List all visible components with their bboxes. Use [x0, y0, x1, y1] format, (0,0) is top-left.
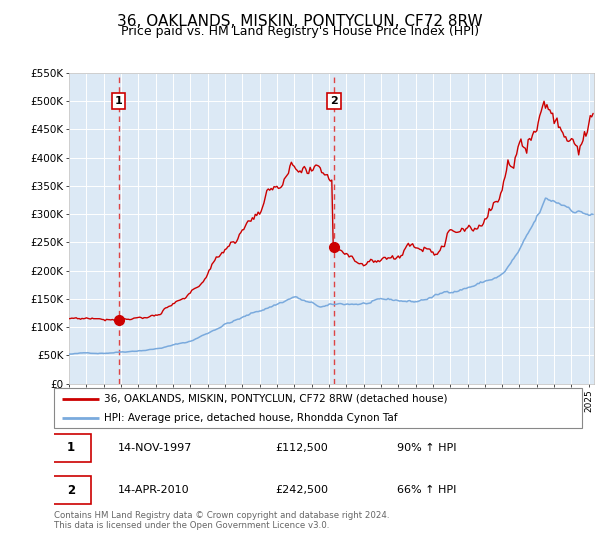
Text: 2: 2 — [67, 484, 75, 497]
Text: Contains HM Land Registry data © Crown copyright and database right 2024.
This d: Contains HM Land Registry data © Crown c… — [54, 511, 389, 530]
FancyBboxPatch shape — [54, 388, 582, 428]
Text: 14-NOV-1997: 14-NOV-1997 — [118, 443, 192, 453]
Text: £242,500: £242,500 — [276, 485, 329, 495]
Text: 14-APR-2010: 14-APR-2010 — [118, 485, 189, 495]
FancyBboxPatch shape — [52, 476, 91, 504]
Text: 1: 1 — [67, 441, 75, 454]
Text: 2: 2 — [330, 96, 338, 106]
Text: 36, OAKLANDS, MISKIN, PONTYCLUN, CF72 8RW (detached house): 36, OAKLANDS, MISKIN, PONTYCLUN, CF72 8R… — [104, 394, 448, 404]
Text: 36, OAKLANDS, MISKIN, PONTYCLUN, CF72 8RW: 36, OAKLANDS, MISKIN, PONTYCLUN, CF72 8R… — [117, 14, 483, 29]
FancyBboxPatch shape — [52, 434, 91, 462]
Text: £112,500: £112,500 — [276, 443, 329, 453]
Text: HPI: Average price, detached house, Rhondda Cynon Taf: HPI: Average price, detached house, Rhon… — [104, 413, 398, 422]
Text: Price paid vs. HM Land Registry's House Price Index (HPI): Price paid vs. HM Land Registry's House … — [121, 25, 479, 38]
Text: 1: 1 — [115, 96, 122, 106]
Text: 90% ↑ HPI: 90% ↑ HPI — [397, 443, 457, 453]
Text: 66% ↑ HPI: 66% ↑ HPI — [397, 485, 457, 495]
